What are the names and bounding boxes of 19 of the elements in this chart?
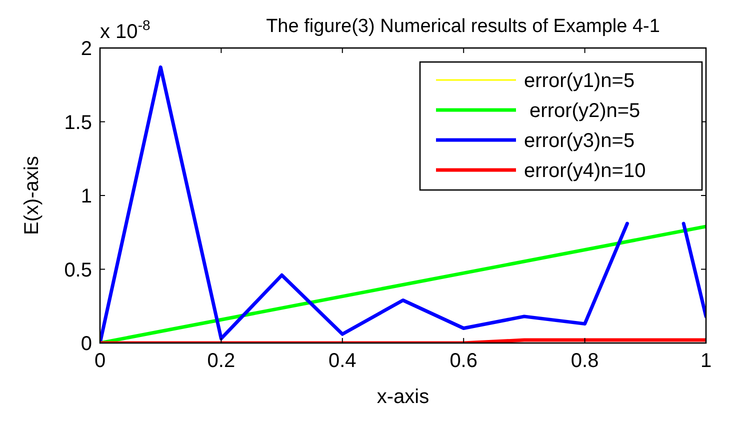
- y-tick-label: 1: [80, 186, 92, 208]
- text: x 10$^{-8}$: [100, 17, 150, 43]
- y-tick-label: 0.5: [64, 259, 92, 282]
- y-axis-title: E(x)-axis: [21, 156, 43, 235]
- y-tick-label: 2: [80, 38, 92, 60]
- legend-label: error(y3)n=5: [524, 130, 635, 152]
- y-tick-label: 1.5: [64, 112, 92, 134]
- x-axis-title: x-axis: [376, 386, 430, 408]
- chart-title: The figure(3) Numerical results of Example 4-1: [266, 16, 660, 37]
- y-tick-label: 0: [80, 333, 92, 355]
- legend-label: error(y1)n=5: [524, 70, 635, 92]
- x-tick-label: 0.8: [570, 350, 599, 372]
- x-tick-label: 0.6: [450, 350, 478, 372]
- legend-label: error(y4)n=10: [524, 160, 646, 182]
- x-tick-label: 1: [700, 350, 712, 372]
- x-tick-label: 0.2: [207, 350, 236, 372]
- x-tick-label: 0.4: [328, 350, 356, 372]
- x-tick-label: 0: [94, 350, 106, 372]
- legend-label: error(y2)n=5: [524, 100, 640, 122]
